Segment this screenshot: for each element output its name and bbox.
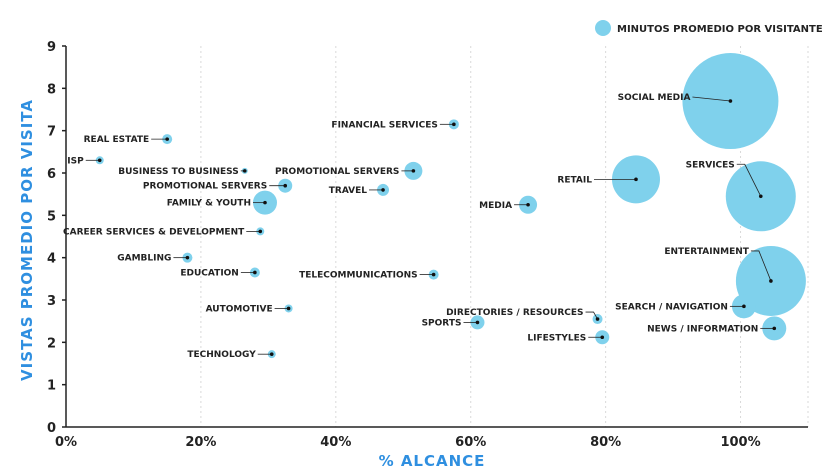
point-label-2: BUSINESS TO BUSINESS <box>118 167 239 177</box>
leader-line-21 <box>750 250 772 282</box>
x-tick-label-4: 80% <box>590 435 621 450</box>
point-label-3: PROMOTIONAL SERVERS <box>143 182 267 192</box>
point-dot-0 <box>97 158 102 163</box>
point-dot-5 <box>258 229 263 234</box>
point-label-1: REAL ESTATE <box>84 135 150 145</box>
point-dot-14 <box>431 272 436 277</box>
x-tick-label-2: 40% <box>320 435 351 450</box>
point-dot-22 <box>742 304 746 309</box>
axis-layer: 0% 20% 40% 60% 80% 100% 0 1 2 3 4 5 6 7 8 9 <box>47 40 808 450</box>
point-label-21: ENTERTAINMENT <box>664 247 749 257</box>
y-tick-label-0: 0 <box>47 421 56 436</box>
point-dot-8 <box>286 306 291 311</box>
leader-line-20 <box>736 163 762 197</box>
legend-label: MINUTOS PROMEDIO POR VISITANTE <box>617 24 823 35</box>
y-tick-label-1: 1 <box>47 379 56 394</box>
point-dot-13 <box>526 202 530 207</box>
point-label-17: LIFESTYLES <box>527 333 586 343</box>
x-axis-title: % ALCANCE <box>379 452 486 470</box>
point-label-7: EDUCATION <box>180 268 238 278</box>
point-dot-9 <box>269 352 274 356</box>
point-dot-4 <box>263 200 267 205</box>
y-tick-label-8: 8 <box>47 82 56 97</box>
point-dot-16 <box>595 317 600 321</box>
y-tick-label-5: 5 <box>47 209 56 224</box>
x-tick-label-5: 100% <box>720 435 760 450</box>
y-tick-label-9: 9 <box>47 40 56 55</box>
point-label-9: TECHNOLOGY <box>187 350 256 360</box>
x-tick-label-3: 60% <box>455 435 486 450</box>
point-label-22: SEARCH / NAVIGATION <box>615 302 728 312</box>
point-dot-3 <box>283 183 288 188</box>
point-label-8: AUTOMOTIVE <box>206 304 273 314</box>
point-label-4: FAMILY & YOUTH <box>167 199 251 209</box>
point-dot-6 <box>185 255 190 260</box>
point-label-5: CAREER SERVICES & DEVELOPMENT <box>63 227 245 237</box>
leader-line-18 <box>692 96 731 102</box>
y-tick-label-4: 4 <box>47 252 56 267</box>
point-dot-2 <box>242 169 247 173</box>
point-label-11: PROMOTIONAL SERVERS <box>275 167 399 177</box>
point-label-16: DIRECTORIES / RESOURCES <box>446 308 583 318</box>
point-label-23: NEWS / INFORMATION <box>647 324 758 334</box>
point-label-6: GAMBLING <box>117 254 171 264</box>
point-dot-12 <box>381 188 385 192</box>
point-dot-17 <box>600 335 605 340</box>
y-axis-title: VISTAS PROMEDIO POR VISITA <box>18 99 36 381</box>
point-dot-15 <box>475 320 480 325</box>
point-dot-10 <box>452 122 456 127</box>
point-label-20: SERVICES <box>686 160 735 170</box>
label-layer: ISP REAL ESTATE BUSINESS TO BUSINESS PROMOT… <box>63 93 777 360</box>
y-tick-label-2: 2 <box>47 336 56 351</box>
point-dot-23 <box>772 326 777 331</box>
point-label-0: ISP <box>67 156 84 166</box>
y-tick-label-7: 7 <box>47 125 56 140</box>
grid-layer <box>200 46 809 427</box>
legend: MINUTOS PROMEDIO POR VISITANTE <box>595 20 823 36</box>
point-dot-20 <box>758 194 763 199</box>
point-label-14: TELECOMMUNICATIONS <box>299 271 418 281</box>
y-tick-label-6: 6 <box>47 167 56 182</box>
point-dot-1 <box>165 137 169 141</box>
point-dot-7 <box>253 270 257 275</box>
leader-line-16 <box>585 311 598 320</box>
x-tick-label-1: 20% <box>185 435 216 450</box>
point-dot-19 <box>634 177 638 182</box>
point-label-19: RETAIL <box>557 175 592 185</box>
point-dot-11 <box>411 169 416 173</box>
point-dot-18 <box>728 99 733 103</box>
point-label-15: SPORTS <box>422 318 462 328</box>
x-tick-label-0: 0% <box>55 435 77 450</box>
point-label-12: TRAVEL <box>329 186 368 196</box>
legend-marker <box>595 20 611 36</box>
y-tick-label-3: 3 <box>47 294 56 309</box>
point-label-13: MEDIA <box>479 201 512 211</box>
point-label-10: FINANCIAL SERVICES <box>331 120 437 130</box>
point-label-18: SOCIAL MEDIA <box>618 93 691 103</box>
point-dot-21 <box>769 279 773 283</box>
